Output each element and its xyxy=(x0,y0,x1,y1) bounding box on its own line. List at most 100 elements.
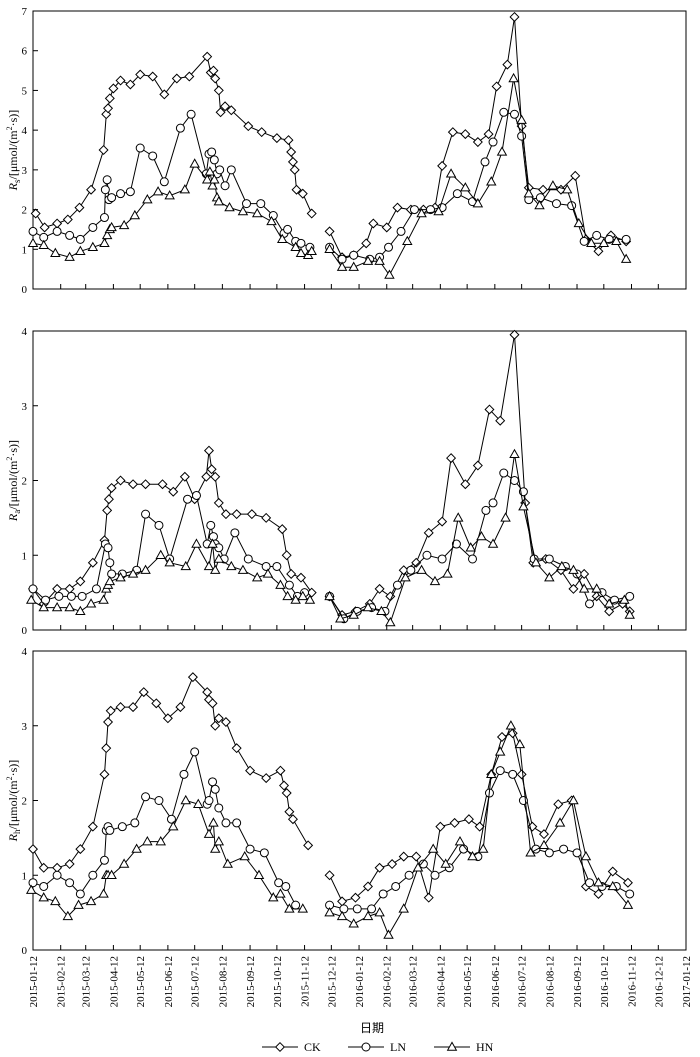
point-hn xyxy=(348,261,359,271)
point-hn xyxy=(348,609,359,619)
y-axis-title: Rs/[μmol/(m2·s)] xyxy=(5,110,22,192)
point-ck xyxy=(256,127,267,138)
point-ln xyxy=(214,803,224,813)
point-ln xyxy=(125,187,135,197)
point-ck xyxy=(279,780,290,791)
x-tick-label: 2015-12-12 xyxy=(326,956,338,1007)
x-tick-label: 2016-01-12 xyxy=(354,956,366,1007)
point-ck xyxy=(168,486,179,497)
y-tick-label: 3 xyxy=(22,401,28,413)
point-ck xyxy=(203,445,214,456)
point-ln xyxy=(99,213,109,223)
point-hn xyxy=(282,590,293,601)
point-hn xyxy=(416,564,427,574)
point-ln xyxy=(349,250,359,260)
point-ln xyxy=(488,498,498,508)
point-ck xyxy=(86,184,97,195)
x-tick-label: 2016-09-12 xyxy=(572,956,584,1007)
point-hn xyxy=(164,557,175,567)
point-hn xyxy=(213,553,225,563)
point-hn xyxy=(383,929,394,939)
panel-rh: 0 1 2 3 4 Rh/[μmol/(m2·s)] xyxy=(5,646,687,957)
point-hn xyxy=(87,241,99,251)
point-ck xyxy=(104,93,115,104)
point-ln xyxy=(585,878,595,888)
panel-rs: 0 1 2 3 4 5 6 7 Rs/[μmol/(m2·s)] xyxy=(5,6,687,296)
point-hn xyxy=(544,572,555,582)
point-hn xyxy=(104,575,116,586)
x-tick-label: 2016-02-12 xyxy=(382,956,394,1007)
point-ck xyxy=(289,164,300,175)
point-hn xyxy=(500,512,511,522)
point-ck xyxy=(368,218,379,229)
series-line-hn xyxy=(30,542,311,612)
y-axis-title: Ra/[μmol/(m2·s)] xyxy=(5,440,22,522)
point-ck xyxy=(447,127,458,138)
point-hn xyxy=(445,168,457,178)
point-ck xyxy=(291,184,302,195)
point-hn xyxy=(50,895,61,906)
point-ck xyxy=(243,121,254,132)
point-hn xyxy=(523,188,535,198)
point-hn xyxy=(189,158,200,168)
chart-panels: 0 1 2 3 4 5 6 7 Rs/[μmol/(m2·s)] 0 1 2 3 4 Ra/[μmol/(m… xyxy=(5,6,687,957)
point-ln xyxy=(406,565,416,575)
point-ln xyxy=(508,769,518,779)
point-hn xyxy=(62,910,74,921)
point-ln xyxy=(518,796,528,805)
x-tick-label: 2016-12-12 xyxy=(653,956,665,1007)
series-line-ln xyxy=(329,111,627,260)
legend-item-ln: LN xyxy=(348,1040,406,1054)
point-hn xyxy=(38,239,49,250)
point-ln xyxy=(166,814,176,824)
point-hn xyxy=(131,843,142,853)
series-line-ln xyxy=(32,494,305,601)
y-tick-label: 2 xyxy=(22,205,28,217)
point-ck xyxy=(502,59,513,70)
point-hn xyxy=(472,197,484,208)
point-hn xyxy=(586,237,597,248)
x-tick-label: 2015-02-12 xyxy=(56,956,68,1007)
point-ln xyxy=(281,881,291,891)
point-hn xyxy=(297,590,309,601)
point-ck xyxy=(30,208,41,219)
point-ck xyxy=(101,743,112,754)
x-tick-label: 2015-06-12 xyxy=(163,956,175,1007)
point-hn xyxy=(374,907,385,917)
point-ln xyxy=(226,165,236,175)
y-axis-title: Rh/[μmol/(m2·s)] xyxy=(5,760,22,843)
point-ln xyxy=(186,109,196,119)
legend-label: HN xyxy=(476,1040,494,1054)
point-ck xyxy=(398,565,409,576)
point-hn xyxy=(452,512,464,522)
point-ln xyxy=(418,859,428,869)
point-ck xyxy=(392,202,403,213)
point-hn xyxy=(179,184,191,194)
point-ln xyxy=(88,870,98,880)
point-ln xyxy=(409,205,419,215)
x-tick-label: 2016-04-12 xyxy=(435,956,447,1007)
point-ln xyxy=(468,554,478,564)
point-ck xyxy=(64,859,75,870)
x-tick-label: 2015-10-12 xyxy=(272,956,284,1007)
point-hn xyxy=(180,794,192,805)
point-ln xyxy=(116,189,126,199)
x-axis-title: 日期 xyxy=(360,1021,384,1035)
point-hn xyxy=(208,817,219,827)
point-ln xyxy=(221,818,231,828)
x-tick-label: 2015-11-12 xyxy=(300,956,312,1007)
point-ck xyxy=(495,415,506,426)
point-ck xyxy=(201,471,212,482)
point-ck xyxy=(593,246,604,257)
point-hn xyxy=(427,843,439,853)
series-ck xyxy=(30,11,632,263)
point-hn xyxy=(514,738,526,749)
point-ck xyxy=(324,226,335,237)
point-ck xyxy=(215,107,226,118)
point-ck xyxy=(579,568,590,579)
point-ln xyxy=(625,591,635,601)
point-hn xyxy=(27,237,39,248)
point-ck xyxy=(74,202,85,213)
point-hn xyxy=(487,538,499,548)
point-hn xyxy=(607,880,619,891)
